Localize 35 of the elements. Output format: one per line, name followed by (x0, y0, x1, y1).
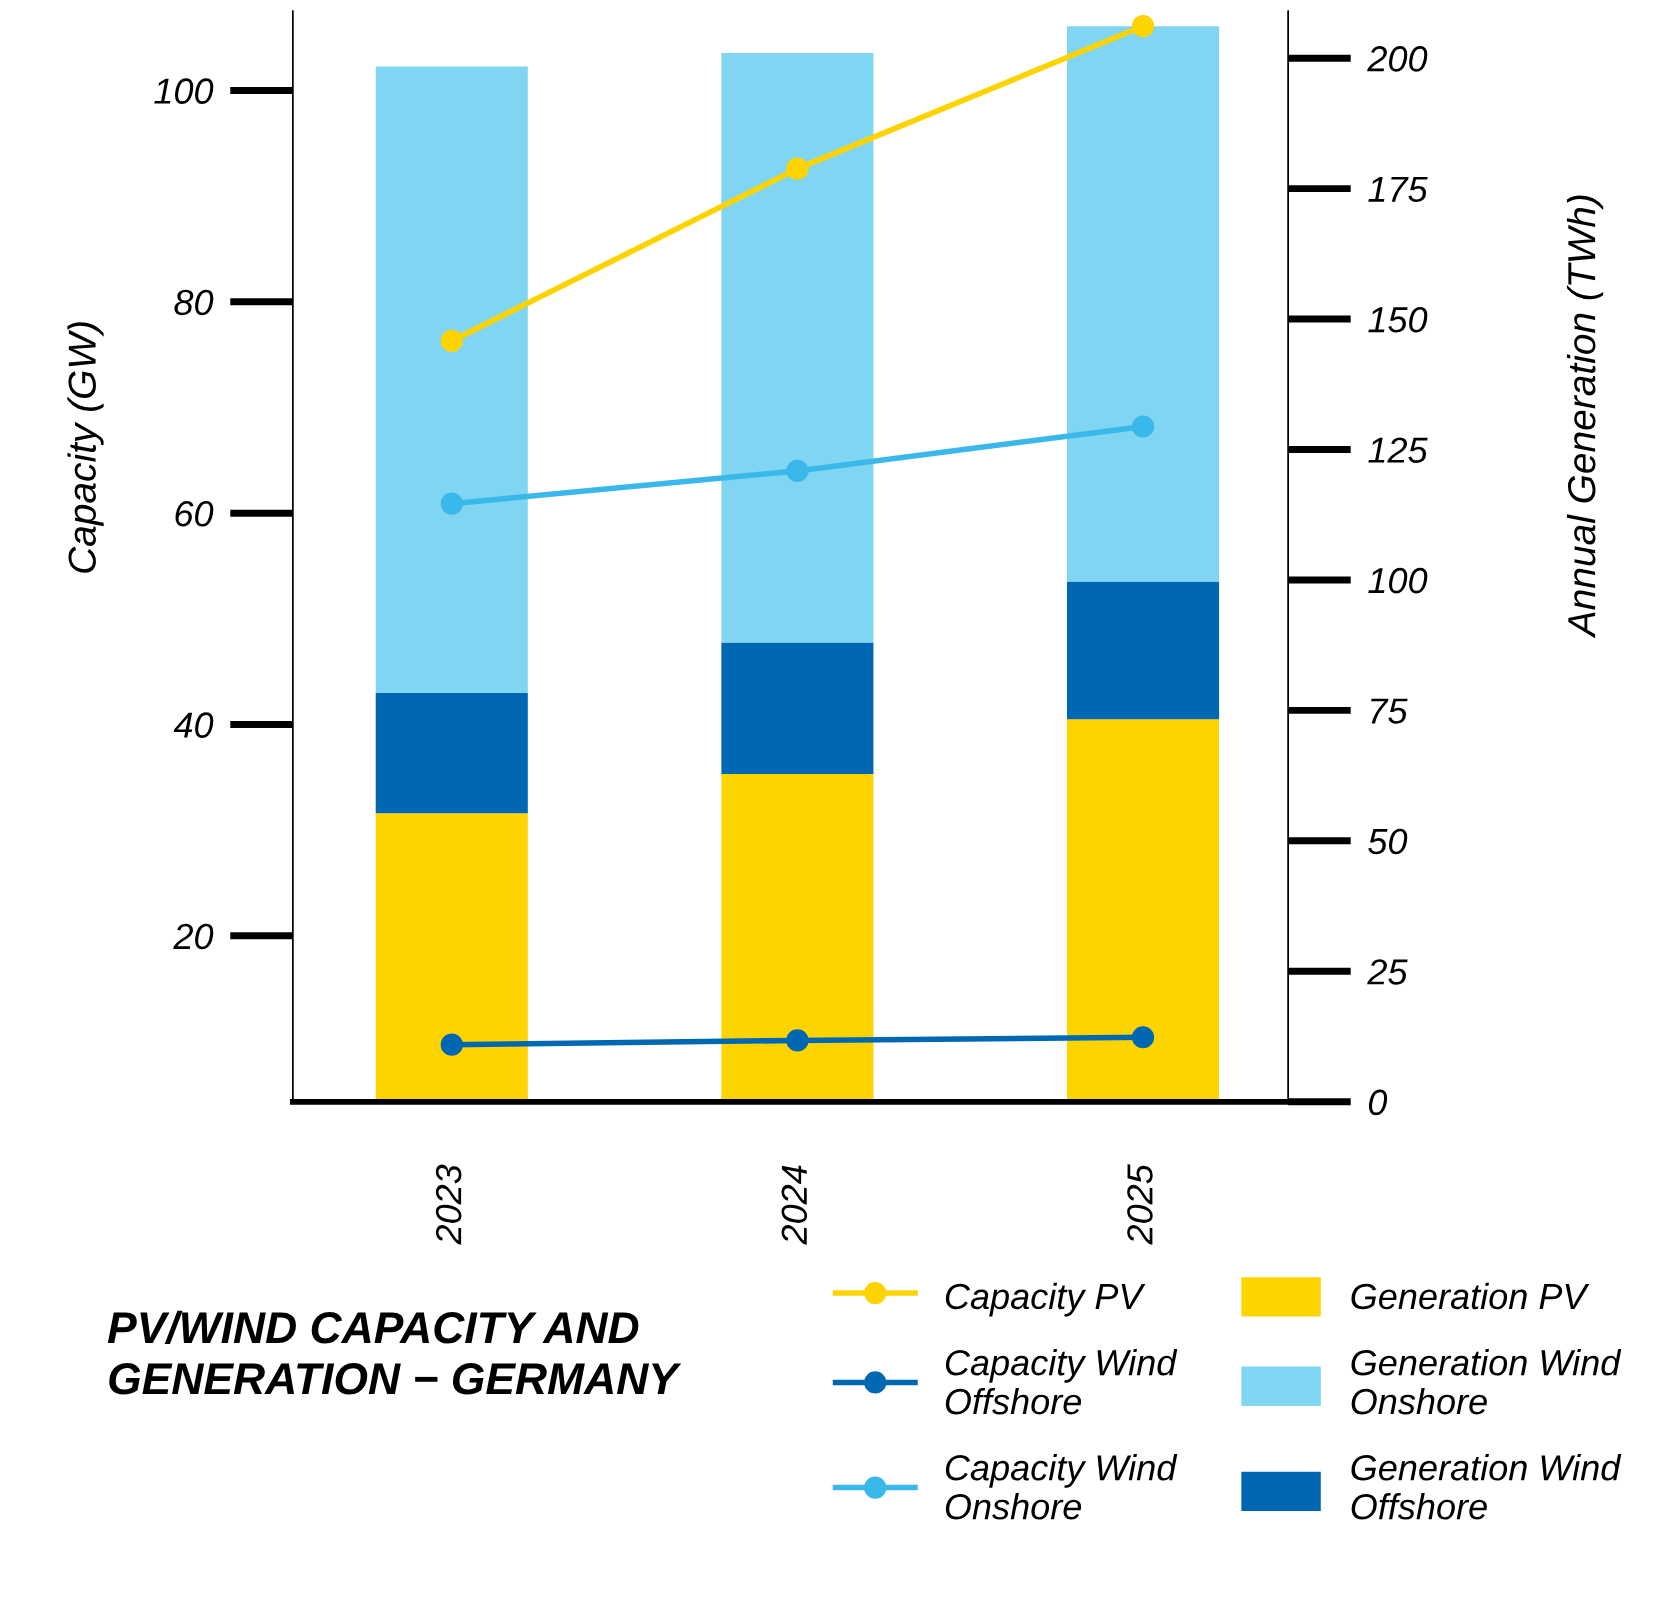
x-tick-label: 2024 (781, 1165, 808, 1245)
y2-tick-label: 150 (1368, 306, 1428, 333)
y2-tick-label: 25 (1367, 959, 1408, 985)
y2-tick-label: 50 (1368, 828, 1408, 855)
y-tick-label: 60 (175, 501, 214, 527)
point (1131, 14, 1155, 38)
point (440, 492, 463, 515)
point (1131, 415, 1155, 438)
legend-label: Generation PV (1351, 1282, 1590, 1310)
y2-tick-label: 0 (1368, 1089, 1388, 1116)
point (786, 157, 809, 180)
point (786, 459, 809, 483)
point (440, 1033, 463, 1056)
y2-tick-label: 125 (1368, 437, 1428, 463)
x-tick-label: 2023 (435, 1164, 462, 1245)
y2-tick-label: 75 (1371, 698, 1408, 724)
y2-tick-label: 200 (1367, 46, 1428, 72)
point (786, 1029, 809, 1052)
y2-axis-title: Annual Generation (TWh) (1566, 195, 1604, 639)
y-tick-label: 40 (173, 712, 214, 738)
legend-label: Capacity Wind Onshore (945, 1454, 1178, 1520)
y-tick-label: 100 (154, 78, 214, 104)
text: PV/WIND CAPACITY AND GENERATION − GERMANY (107, 1310, 682, 1395)
y-tick-label: 80 (174, 289, 214, 316)
point (440, 329, 463, 353)
y2-tick-label: 100 (1368, 567, 1428, 594)
x-tick-label: 2025 (1127, 1164, 1153, 1245)
legend-label: Generation Wind Onshore (1351, 1349, 1622, 1415)
y2-tick-label: 175 (1368, 176, 1428, 203)
legend-label: Capacity Wind Offshore (945, 1349, 1178, 1415)
legend-label: Capacity PV (945, 1282, 1146, 1317)
y-axis-title: Capacity (GW) (67, 322, 104, 573)
legend-label: Generation Wind Offshore (1351, 1454, 1622, 1520)
point (1131, 1026, 1155, 1049)
y-tick-label: 20 (173, 923, 214, 950)
